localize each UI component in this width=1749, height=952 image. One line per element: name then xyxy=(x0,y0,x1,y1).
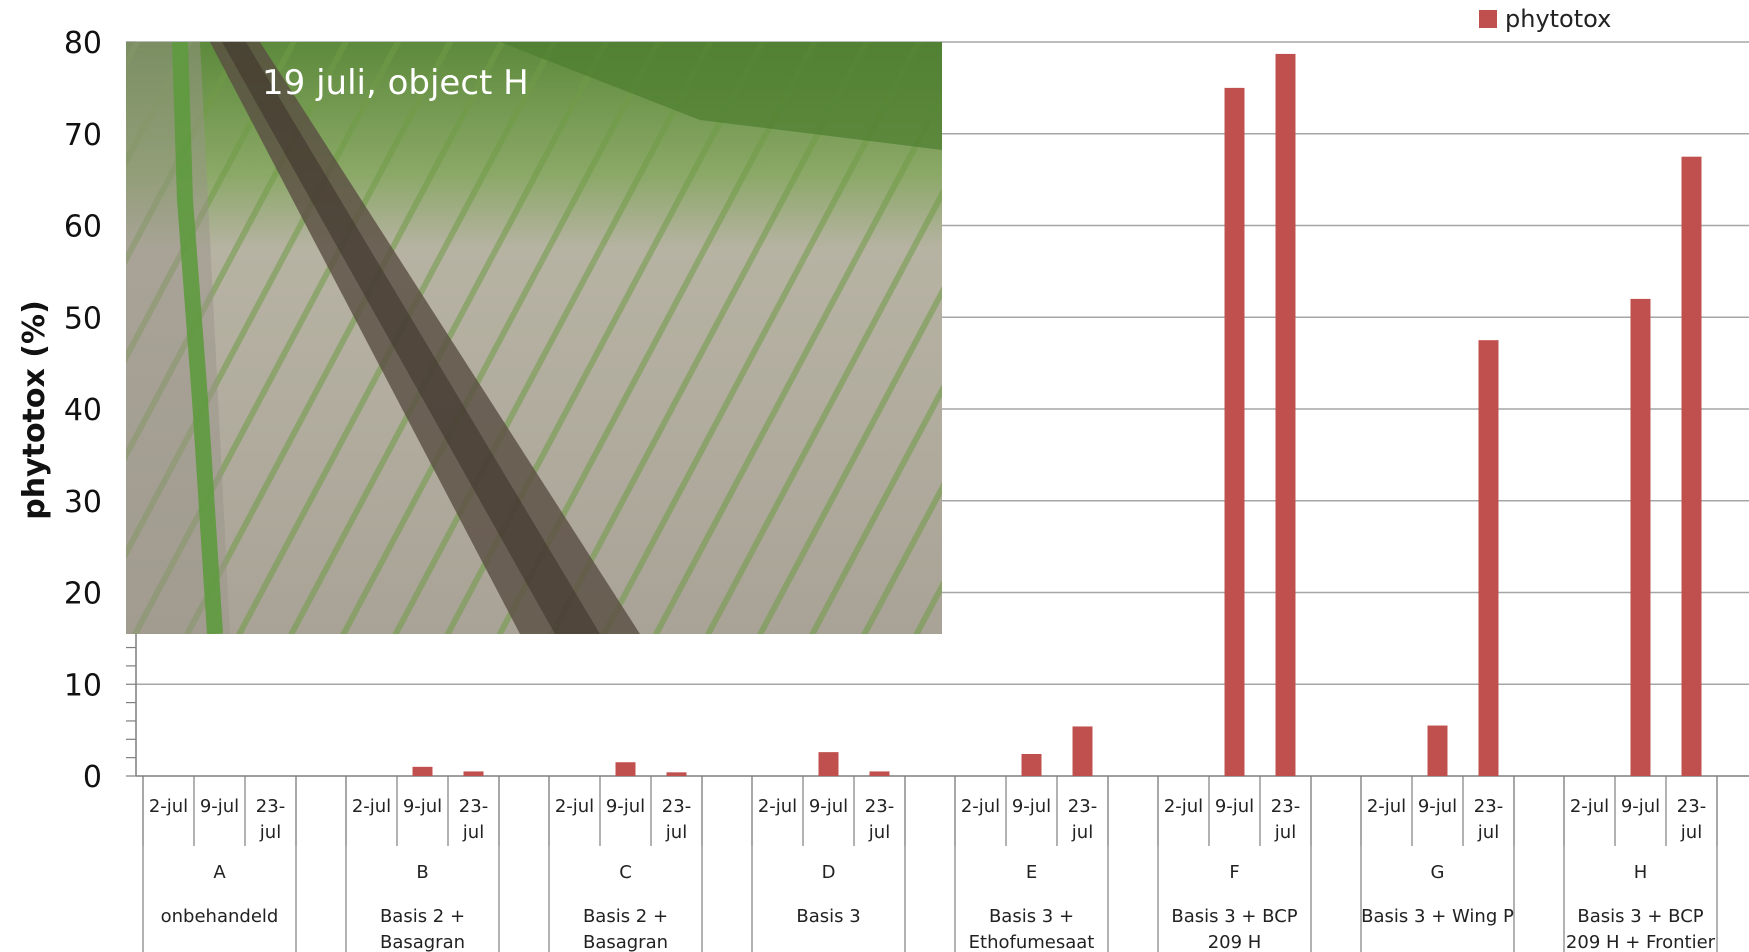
bar-F-23-jul xyxy=(1276,54,1296,776)
bar-C-23-jul xyxy=(667,772,687,776)
y-tick-80: 80 xyxy=(64,26,102,61)
treatment-label: Basis 3 + BCP xyxy=(1577,906,1703,927)
y-tick-0: 0 xyxy=(83,760,102,795)
date-label: 23-jul xyxy=(459,796,488,843)
treatment-label: Basagran xyxy=(583,932,668,952)
date-label: 23-jul xyxy=(256,796,285,843)
y-tick-50: 50 xyxy=(64,301,102,336)
group-letter-B: B xyxy=(416,862,428,883)
date-label: 9-jul xyxy=(403,796,442,817)
bar-H-23-jul xyxy=(1682,157,1702,776)
y-axis-label: phytotox (%) xyxy=(17,300,52,520)
treatment-label: Basis 3 + xyxy=(989,906,1074,927)
date-label: 9-jul xyxy=(1621,796,1660,817)
y-tick-30: 30 xyxy=(64,485,102,520)
y-tick-60: 60 xyxy=(64,210,102,245)
bar-B-23-jul xyxy=(464,771,484,776)
bar-H-9-jul xyxy=(1631,299,1651,776)
group-letter-H: H xyxy=(1634,862,1648,883)
treatment-label: 209 H + Frontier xyxy=(1566,932,1716,952)
y-tick-40: 40 xyxy=(64,393,102,428)
y-tick-70: 70 xyxy=(64,118,102,153)
treatment-label: Basis 2 + xyxy=(583,906,668,927)
field-photo xyxy=(126,42,942,634)
date-label: 23-jul xyxy=(865,796,894,843)
date-label: 9-jul xyxy=(1012,796,1051,817)
date-label: 2-jul xyxy=(1570,796,1609,817)
y-tick-labels: 0 10 20 30 40 50 60 70 80 xyxy=(64,26,102,795)
group-letter-A: A xyxy=(213,862,226,883)
date-label: 2-jul xyxy=(555,796,594,817)
date-label: 2-jul xyxy=(352,796,391,817)
treatment-label: Ethofumesaat xyxy=(969,932,1095,952)
date-label: 2-jul xyxy=(149,796,188,817)
group-letter-F: F xyxy=(1229,862,1239,883)
treatment-label: Basagran xyxy=(380,932,465,952)
date-label: 9-jul xyxy=(1418,796,1457,817)
treatment-label: onbehandeld xyxy=(161,906,279,927)
treatment-label: 209 H xyxy=(1208,932,1262,952)
bar-G-23-jul xyxy=(1479,340,1499,776)
treatment-label: Basis 3 + Wing P xyxy=(1361,906,1514,927)
group-letter-E: E xyxy=(1026,862,1037,883)
photo-caption: 19 juli, object H xyxy=(262,63,529,103)
date-label: 23-jul xyxy=(1474,796,1503,843)
date-label: 2-jul xyxy=(961,796,1000,817)
date-label: 2-jul xyxy=(1367,796,1406,817)
treatment-label: Basis 3 xyxy=(796,906,860,927)
legend-label: phytotox xyxy=(1505,5,1611,33)
bar-E-23-jul xyxy=(1073,726,1093,776)
bar-E-9-jul xyxy=(1022,754,1042,776)
group-letter-C: C xyxy=(619,862,632,883)
date-label: 23-jul xyxy=(1677,796,1706,843)
date-label: 2-jul xyxy=(1164,796,1203,817)
date-label: 2-jul xyxy=(758,796,797,817)
group-letter-G: G xyxy=(1431,862,1445,883)
date-label: 9-jul xyxy=(809,796,848,817)
bar-G-9-jul xyxy=(1428,726,1448,776)
date-label: 23-jul xyxy=(1271,796,1300,843)
date-label: 9-jul xyxy=(606,796,645,817)
legend: phytotox xyxy=(1479,5,1611,33)
group-letter-D: D xyxy=(822,862,836,883)
y-tick-10: 10 xyxy=(64,668,102,703)
legend-swatch xyxy=(1479,10,1497,28)
y-tick-20: 20 xyxy=(64,577,102,612)
bar-C-9-jul xyxy=(616,762,636,776)
treatment-label: Basis 2 + xyxy=(380,906,465,927)
date-label: 23-jul xyxy=(1068,796,1097,843)
bar-D-9-jul xyxy=(819,752,839,776)
bar-D-23-jul xyxy=(870,771,890,776)
date-label: 9-jul xyxy=(200,796,239,817)
bar-B-9-jul xyxy=(413,767,433,776)
date-label: 9-jul xyxy=(1215,796,1254,817)
treatment-label: Basis 3 + BCP xyxy=(1171,906,1297,927)
bar-F-9-jul xyxy=(1225,88,1245,776)
date-label: 23-jul xyxy=(662,796,691,843)
